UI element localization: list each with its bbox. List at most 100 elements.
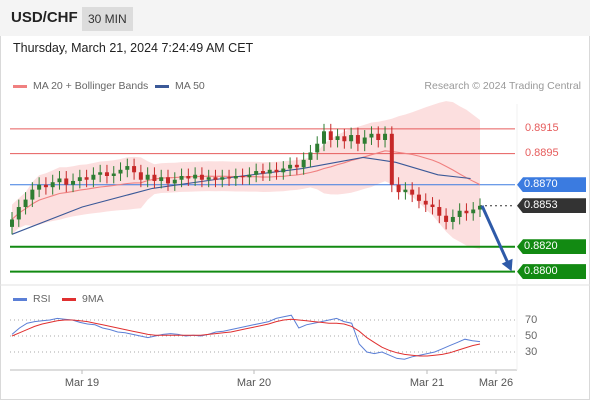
- x-axis-tick-label: Mar 21: [410, 377, 444, 389]
- candle-body: [362, 137, 367, 144]
- candle-body: [159, 177, 164, 181]
- target-arrow-head: [501, 258, 513, 272]
- candle-body: [118, 169, 123, 174]
- candle-body: [254, 171, 259, 175]
- candle-body: [111, 173, 116, 176]
- rsi-pane: [10, 314, 515, 360]
- candle-body: [199, 174, 204, 180]
- ma20-legend-swatch: [13, 85, 27, 88]
- candle-body: [355, 135, 360, 144]
- ma20-legend-label: MA 20 + Bollinger Bands: [33, 80, 149, 92]
- rsi-level-label: 50: [525, 329, 538, 342]
- candle-body: [288, 164, 293, 169]
- candle-body: [450, 216, 455, 222]
- candle-body: [71, 180, 76, 185]
- ma20-line: [11, 150, 481, 220]
- rsi-line: [11, 314, 481, 360]
- candle-body: [457, 210, 462, 217]
- candle-body: [396, 184, 401, 193]
- candle-body: [274, 169, 279, 173]
- resistance-level-label: 0.8895: [525, 147, 559, 160]
- rsi-level-label: 70: [525, 313, 538, 326]
- resistance-level-label: 0.8915: [525, 122, 559, 135]
- candle-body: [50, 182, 55, 188]
- candle-body: [464, 210, 469, 214]
- timeframe-button[interactable]: 30 MIN: [82, 7, 133, 31]
- candle-body: [423, 200, 428, 205]
- candle-body: [308, 152, 313, 160]
- candle-body: [416, 194, 421, 201]
- candle-body: [281, 168, 286, 173]
- candle-body: [206, 177, 211, 180]
- candle-body: [57, 178, 62, 183]
- level-lines: [10, 128, 515, 273]
- candle-body: [294, 164, 299, 168]
- x-axis: Mar 19 Mar 20 Mar 21 Mar 26: [65, 370, 513, 389]
- ma50-legend-swatch: [155, 85, 169, 88]
- candle-body: [233, 176, 238, 179]
- candle-body: [43, 184, 48, 188]
- candle-body: [132, 166, 137, 173]
- chart-header: USD/CHF 30 MIN: [0, 0, 590, 36]
- current-level-label: 0.8853: [517, 198, 586, 214]
- candle-body: [267, 169, 272, 174]
- candle-body: [23, 199, 28, 208]
- candle-body: [328, 131, 333, 140]
- candle-body: [410, 189, 415, 195]
- candle-body: [376, 133, 381, 140]
- candle-body: [444, 215, 449, 222]
- candle-body: [260, 171, 265, 174]
- x-axis-tick-label: Mar 19: [65, 377, 99, 389]
- candle-body: [84, 177, 89, 180]
- candle-body: [478, 205, 482, 210]
- candle-body: [193, 174, 198, 179]
- candle-body: [186, 176, 191, 179]
- candle-body: [166, 177, 170, 184]
- candle-body: [315, 143, 320, 153]
- candle-body: [30, 189, 35, 200]
- candle-body: [152, 174, 157, 181]
- symbol-title: USD/CHF: [11, 9, 78, 26]
- support-level-label: 0.8800: [517, 264, 586, 280]
- moving-averages: [11, 150, 481, 235]
- candle-body: [77, 177, 82, 181]
- rsi-legend-swatch: [13, 298, 27, 301]
- candle-body: [403, 189, 408, 193]
- candle-body: [383, 133, 388, 140]
- rsi-ma-legend-swatch: [62, 298, 76, 301]
- research-credit: Research © 2024 Trading Central: [424, 80, 581, 92]
- candle-body: [437, 207, 442, 216]
- candle-body: [389, 133, 394, 185]
- rsi-ma-line: [11, 318, 481, 357]
- candle-body: [471, 209, 476, 214]
- candles: [10, 123, 482, 235]
- candle-body: [98, 172, 103, 175]
- candle-body: [145, 174, 150, 180]
- candle-body: [64, 178, 69, 185]
- candle-body: [138, 172, 143, 180]
- candle-body: [104, 172, 109, 176]
- candle-body: [37, 184, 42, 190]
- ma50-line: [11, 156, 471, 235]
- candle-body: [16, 207, 21, 220]
- rsi-legend-label: RSI: [33, 293, 51, 305]
- candle-body: [213, 177, 218, 180]
- candle-body: [227, 177, 232, 179]
- candle-body: [430, 204, 435, 208]
- candle-body: [301, 159, 306, 168]
- candle-body: [342, 136, 347, 142]
- candle-body: [240, 176, 245, 178]
- candle-body: [220, 177, 225, 180]
- rsi-ma-legend-label: 9MA: [82, 293, 104, 305]
- x-axis-tick-label: Mar 26: [479, 377, 513, 389]
- candle-body: [369, 133, 374, 138]
- candle-body: [335, 136, 340, 140]
- target-arrow: [480, 205, 513, 272]
- candle-body: [322, 131, 326, 144]
- rsi-level-label: 30: [525, 345, 538, 358]
- x-axis-tick-label: Mar 20: [237, 377, 271, 389]
- candle-body: [91, 174, 96, 180]
- candle-body: [349, 135, 354, 142]
- candle-body: [247, 174, 252, 178]
